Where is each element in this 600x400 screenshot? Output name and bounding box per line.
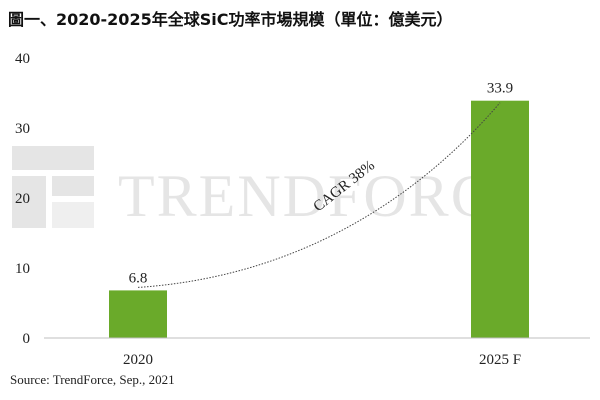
x-tick-label: 2025 F	[479, 352, 521, 368]
x-tick-label: 2020	[123, 352, 153, 368]
y-tick-label: 10	[15, 261, 30, 277]
watermark-wordmark: TRENDFORCE	[118, 163, 531, 229]
y-tick-label: 40	[15, 51, 30, 67]
y-tick-label: 20	[15, 191, 30, 207]
bar-value-label: 6.8	[129, 270, 148, 286]
source-note: Source: TrendForce, Sep., 2021	[10, 372, 175, 387]
y-tick-label: 0	[23, 331, 31, 347]
chart-title: 圖一、2020-2025年全球SiC功率市場規模（單位：億美元）	[8, 10, 453, 29]
trendforce-logo-icon	[12, 146, 94, 228]
bar	[109, 290, 167, 338]
bar	[471, 100, 529, 338]
bar-series: 6.8 33.9	[109, 81, 529, 338]
trendforce-watermark: TRENDFORCE	[12, 146, 531, 229]
x-axis: 2020 2025 F	[123, 352, 521, 368]
y-axis: 0 10 20 30 40	[15, 51, 30, 347]
y-tick-label: 30	[15, 121, 30, 137]
bar-value-label: 33.9	[487, 81, 513, 97]
